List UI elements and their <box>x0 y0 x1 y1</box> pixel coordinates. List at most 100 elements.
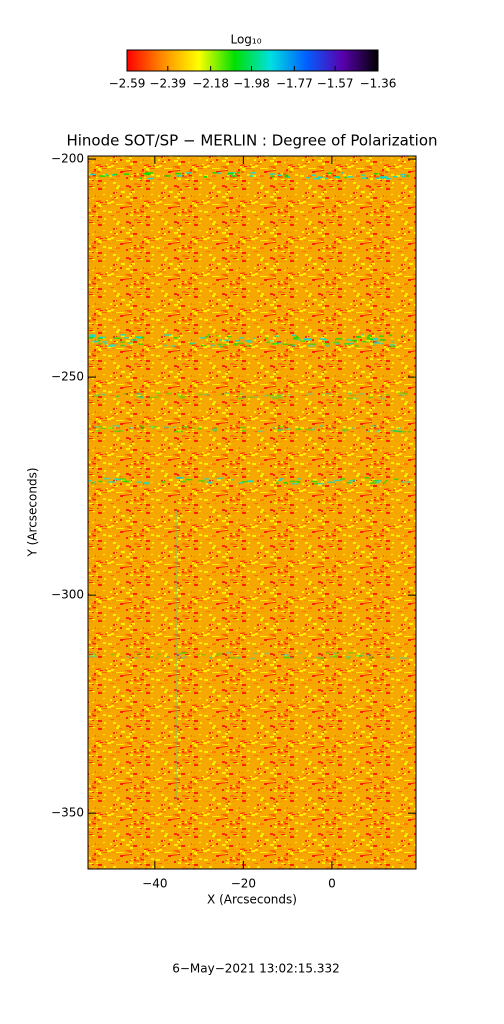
texture-streak <box>356 655 364 657</box>
texture-streak <box>201 344 207 347</box>
texture-streak <box>98 480 103 483</box>
texture-streak <box>88 655 94 658</box>
texture-streak <box>124 480 131 483</box>
texture-streak <box>292 338 298 340</box>
texture-streak <box>389 657 395 659</box>
texture-streak <box>94 395 100 397</box>
y-tick-label: −300 <box>51 588 84 602</box>
texture-streak <box>401 175 406 178</box>
texture-streak <box>371 338 379 341</box>
texture-streak <box>93 426 99 428</box>
texture-streak <box>399 657 405 659</box>
texture-streak <box>95 430 101 432</box>
texture-streak <box>359 393 366 395</box>
texture-streak <box>343 343 351 345</box>
texture-streak <box>153 396 156 398</box>
texture-streak <box>212 172 217 174</box>
texture-streak <box>392 176 398 178</box>
colorbar-tick-label: −2.18 <box>192 77 229 91</box>
texture-streak <box>369 656 375 658</box>
texture-streak <box>210 341 214 343</box>
texture-streak <box>374 341 381 343</box>
texture-streak <box>185 478 193 481</box>
texture-streak <box>98 425 102 428</box>
texture-streak <box>136 396 143 398</box>
texture-streak <box>276 397 284 399</box>
texture-streak <box>138 343 144 346</box>
texture-streak <box>179 657 185 659</box>
texture-streak <box>278 429 282 432</box>
texture-streak <box>362 652 365 654</box>
texture-streak <box>385 480 388 482</box>
texture-streak <box>114 430 121 433</box>
texture-streak <box>246 340 250 342</box>
texture-streak <box>325 652 330 654</box>
texture-streak <box>341 172 344 174</box>
texture-streak <box>94 394 100 396</box>
texture-streak <box>401 481 405 483</box>
texture-streak <box>340 478 345 480</box>
texture-streak <box>100 336 106 339</box>
texture-streak <box>177 393 180 395</box>
texture-streak <box>108 427 114 429</box>
texture-streak <box>289 344 295 346</box>
texture-streak <box>300 340 305 342</box>
texture-streak <box>88 479 92 482</box>
texture-streak <box>400 394 405 396</box>
texture-streak <box>295 335 299 338</box>
texture-streak <box>380 176 387 178</box>
texture-streak <box>342 430 346 433</box>
texture-streak <box>246 341 253 343</box>
texture-streak <box>346 481 351 484</box>
texture-streak <box>297 478 301 480</box>
texture-streak <box>200 337 205 339</box>
texture-streak <box>309 343 317 346</box>
colorbar-label: Log₁₀ <box>230 33 261 47</box>
texture-streak <box>348 392 351 395</box>
texture-streak <box>120 344 125 347</box>
texture-streak <box>270 396 276 398</box>
texture-streak <box>361 334 364 336</box>
texture-streak <box>216 477 223 480</box>
texture-streak <box>133 657 138 659</box>
texture-streak <box>102 394 106 396</box>
texture-streak <box>364 477 370 479</box>
texture-streak <box>352 479 356 481</box>
texture-streak <box>128 427 135 429</box>
texture-streak <box>214 427 218 430</box>
texture-streak <box>227 335 232 338</box>
texture-streak <box>253 652 258 655</box>
texture-streak <box>138 397 144 399</box>
texture-streak <box>323 343 331 345</box>
texture-streak <box>139 177 143 179</box>
texture-streak <box>317 482 325 485</box>
texture-streak <box>189 342 197 345</box>
texture-streak <box>325 392 332 395</box>
texture-streak <box>269 173 275 175</box>
colorbar-tick-label: −1.36 <box>360 77 397 91</box>
texture-streak <box>355 655 359 657</box>
texture-streak <box>272 397 278 400</box>
texture-streak <box>92 654 96 656</box>
texture-streak <box>401 335 404 337</box>
colorbar-tick-label: −1.77 <box>276 77 313 91</box>
texture-streak <box>347 652 355 654</box>
texture-streak <box>180 395 187 398</box>
texture-streak <box>147 396 153 399</box>
texture-streak <box>180 480 187 483</box>
texture-streak <box>222 344 228 346</box>
texture-streak <box>325 345 330 347</box>
texture-streak <box>140 427 144 430</box>
texture-streak <box>306 338 313 341</box>
texture-streak <box>102 341 108 343</box>
texture-streak <box>385 654 391 657</box>
texture-streak <box>231 175 237 177</box>
texture-streak <box>377 429 381 432</box>
texture-streak <box>204 176 207 178</box>
texture-streak <box>268 340 273 342</box>
texture-streak <box>108 481 115 483</box>
texture-streak <box>347 392 352 395</box>
texture-streak <box>324 177 328 180</box>
texture-streak <box>354 345 359 347</box>
